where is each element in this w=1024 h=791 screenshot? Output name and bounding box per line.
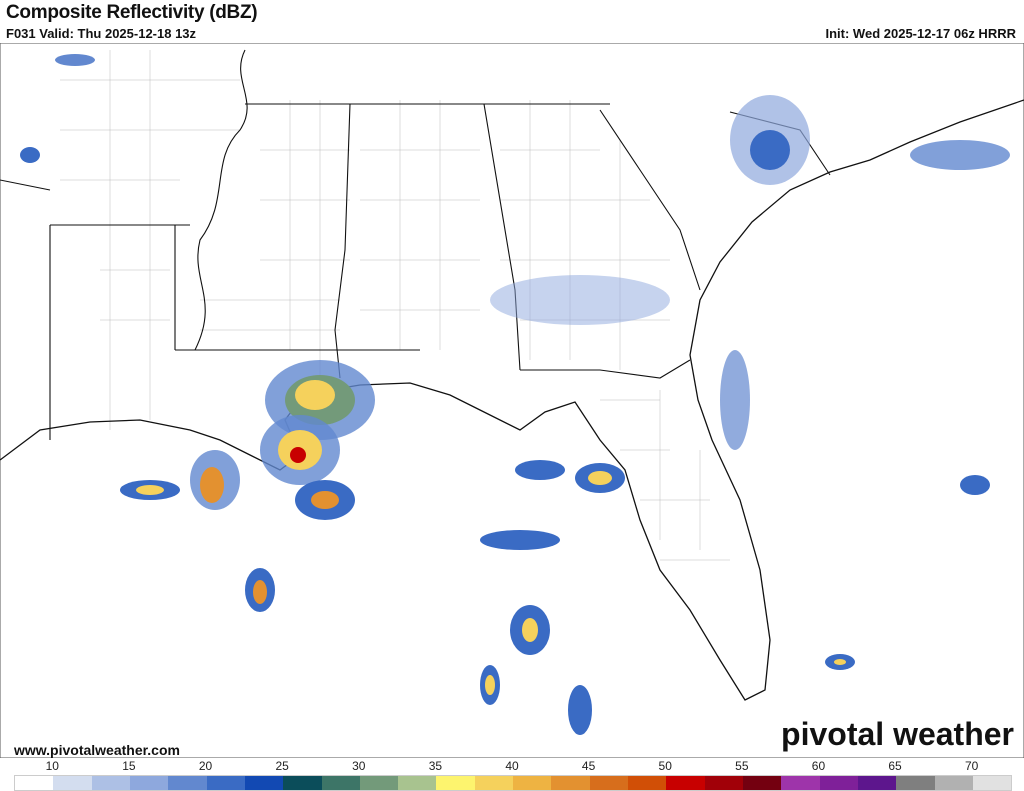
colorbar-swatch bbox=[704, 776, 743, 790]
colorbar-swatch bbox=[628, 776, 667, 790]
colorbar-swatch bbox=[398, 776, 437, 790]
colorbar-tick: 65 bbox=[888, 759, 902, 773]
colorbar-tick: 20 bbox=[198, 759, 213, 773]
colorbar-tick: 15 bbox=[122, 759, 136, 773]
colorbar-swatch bbox=[206, 776, 245, 790]
pivotal-weather-logo: pivotal weather bbox=[781, 716, 1014, 752]
county-lines bbox=[60, 50, 730, 561]
colorbar-swatch bbox=[474, 776, 514, 790]
colorbar-swatch bbox=[934, 776, 973, 790]
colorbar-tick: 55 bbox=[735, 759, 749, 773]
colorbar-swatch bbox=[972, 776, 1012, 790]
colorbar-tick: 25 bbox=[275, 759, 289, 773]
colorbar-swatch bbox=[53, 776, 92, 790]
colorbar-swatch bbox=[551, 776, 590, 790]
init-time: Init: Wed 2025-12-17 06z HRRR bbox=[825, 26, 1017, 41]
colorbar-ticks: 10 15 20 25 30 35 40 45 50 55 60 65 70 bbox=[0, 759, 1024, 775]
colorbar-swatch bbox=[359, 776, 399, 790]
radar-echoes bbox=[20, 54, 1010, 735]
colorbar-swatch bbox=[513, 776, 552, 790]
valid-time: F031 Valid: Thu 2025-12-18 13z bbox=[6, 26, 197, 41]
colorbar-swatch bbox=[589, 776, 628, 790]
colorbar-swatch bbox=[666, 776, 705, 790]
colorbar-swatch bbox=[857, 776, 897, 790]
state-borders bbox=[0, 49, 831, 440]
colorbar-swatch bbox=[129, 776, 169, 790]
colorbar-swatch bbox=[819, 776, 858, 790]
colorbar-swatch bbox=[781, 776, 820, 790]
colorbar-swatch bbox=[742, 776, 782, 790]
colorbar-swatch bbox=[168, 776, 207, 790]
colorbar-tick: 60 bbox=[811, 759, 826, 773]
colorbar-swatch bbox=[896, 776, 935, 790]
colorbar bbox=[14, 775, 1012, 791]
colorbar-tick: 70 bbox=[965, 759, 979, 773]
colorbar-swatch bbox=[321, 776, 360, 790]
colorbar-tick: 40 bbox=[505, 759, 519, 773]
colorbar-tick: 10 bbox=[45, 759, 59, 773]
map-title: Composite Reflectivity (dBZ) bbox=[6, 2, 258, 23]
website-url: www.pivotalweather.com bbox=[14, 742, 180, 758]
colorbar-tick: 30 bbox=[352, 759, 366, 773]
colorbar-tick: 50 bbox=[658, 759, 672, 773]
colorbar-swatch bbox=[91, 776, 130, 790]
colorbar-tick: 35 bbox=[428, 759, 443, 773]
colorbar-swatch bbox=[244, 776, 284, 790]
colorbar-tick: 45 bbox=[581, 759, 596, 773]
radar-map bbox=[0, 43, 1024, 758]
colorbar-swatch bbox=[15, 776, 54, 790]
colorbar-swatch bbox=[283, 776, 322, 790]
colorbar-swatch bbox=[436, 776, 475, 790]
